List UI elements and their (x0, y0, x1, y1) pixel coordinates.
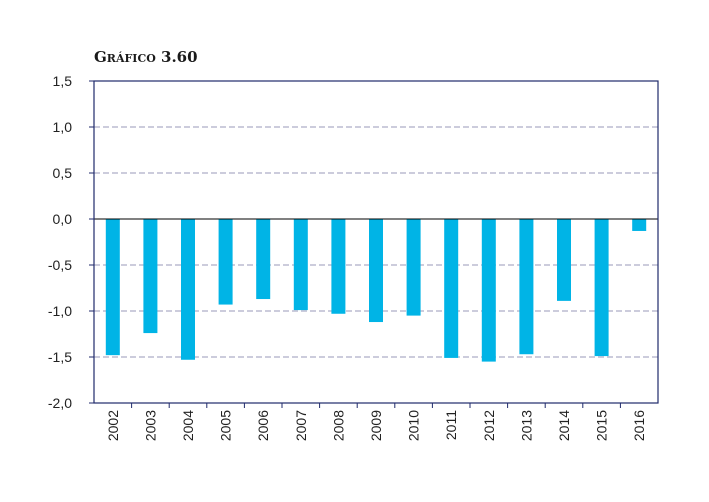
y-tick-label: -1,0 (48, 303, 72, 319)
bar-series (105, 219, 647, 362)
bar-2011 (444, 219, 459, 358)
x-tick-label: 2010 (406, 410, 422, 441)
y-tick-label: 0,0 (53, 211, 73, 227)
y-tick-label: -2,0 (48, 395, 72, 411)
x-tick-label: 2007 (293, 410, 309, 441)
x-tick-label: 2005 (218, 410, 234, 441)
y-tick-label: 1,5 (53, 73, 73, 89)
x-tick-label: 2012 (481, 410, 497, 441)
x-tick-label: 2009 (368, 410, 384, 441)
x-tick-label: 2013 (518, 410, 534, 441)
bar-2014 (557, 219, 571, 301)
bar-2015 (594, 219, 609, 357)
y-tick-label: -1,5 (48, 349, 72, 365)
y-tick-labels: 1,5 1,0 0,5 0,0 -0,5 -1,0 -1,5 -2,0 (48, 73, 72, 411)
x-tick-label: 2003 (142, 410, 158, 441)
x-tick-label: 2006 (255, 410, 271, 441)
bar-2013 (519, 219, 534, 355)
bar-2005 (218, 219, 233, 305)
x-tick-label: 2015 (594, 410, 610, 441)
x-tick-label: 2011 (443, 410, 459, 440)
y-tick-label: 1,0 (53, 119, 73, 135)
bar-2006 (256, 219, 271, 300)
x-tick-label: 2008 (330, 410, 346, 441)
x-tick-labels: 2002 2003 2004 2005 2006 2007 2008 2009 2010 2011… (105, 410, 647, 441)
x-tick-label: 2004 (180, 410, 196, 441)
x-tick-label: 2016 (631, 410, 647, 441)
x-tick-label: 2002 (105, 410, 121, 441)
axes (89, 80, 659, 408)
bar-2012 (481, 219, 496, 362)
bar-2002 (105, 219, 120, 356)
chart-title: Gráfico 3.60 (94, 48, 198, 66)
bar-2009 (369, 219, 383, 323)
bar-2003 (143, 219, 158, 334)
y-tick-label: -0,5 (48, 257, 72, 273)
bar-2007 (293, 219, 308, 311)
bar-2004 (181, 219, 195, 360)
x-tick-label: 2014 (556, 410, 572, 441)
bar-2016 (632, 219, 647, 231)
y-tick-label: 0,5 (53, 165, 73, 181)
plot-frame (93, 80, 659, 404)
bar-2008 (331, 219, 346, 314)
bar-2010 (406, 219, 421, 316)
